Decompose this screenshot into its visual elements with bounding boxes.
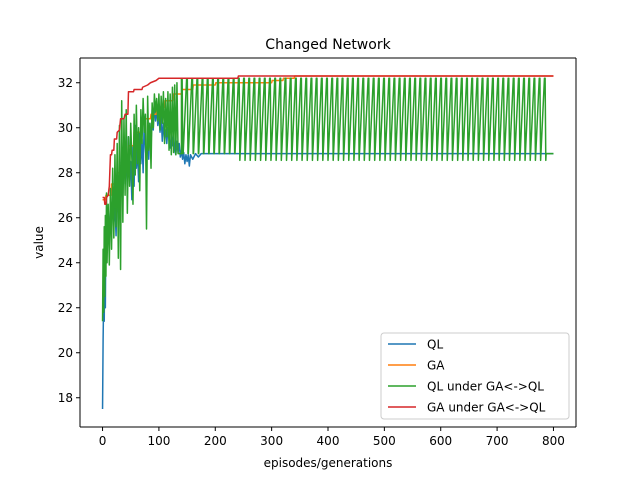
legend-label-3: GA under GA<->QL [427,401,546,415]
x-tick-label: 600 [429,434,452,448]
x-tick-label: 200 [204,434,227,448]
x-tick-label: 700 [486,434,509,448]
x-tick-label: 100 [147,434,170,448]
x-tick-label: 800 [542,434,565,448]
y-tick-label: 26 [58,211,73,225]
legend-label-1: GA [427,359,445,373]
x-tick-label: 400 [317,434,340,448]
chart-title: Changed Network [265,37,391,53]
legend-label-2: QL under GA<->QL [427,380,544,394]
ticks-layer: 0 100 200 300 400 500 600 700 800 18 20 22 24 26 28 30 3… [58,76,565,448]
y-axis-label: value [32,226,46,259]
x-axis-label: episodes/generations [264,456,393,470]
y-tick-label: 22 [58,301,73,315]
series-line-3 [102,75,554,205]
series-line-2 [101,77,554,322]
x-tick-label: 0 [99,434,107,448]
y-tick-label: 28 [58,166,73,180]
legend-box [380,332,570,420]
legend-entries: QL GA QL under GA<->QL GA under GA<->QL [388,338,546,415]
y-tick-label: 18 [58,391,73,405]
legend: QL GA QL under GA<->QL GA under GA<->QL [380,332,570,420]
x-tick-label: 500 [373,434,396,448]
y-tick-label: 32 [58,76,73,90]
legend-label-0: QL [427,338,443,352]
series-layer [101,75,554,410]
y-tick-label: 24 [58,256,73,270]
y-tick-label: 20 [58,346,73,360]
y-tick-label: 30 [58,121,73,135]
x-tick-label: 300 [260,434,283,448]
